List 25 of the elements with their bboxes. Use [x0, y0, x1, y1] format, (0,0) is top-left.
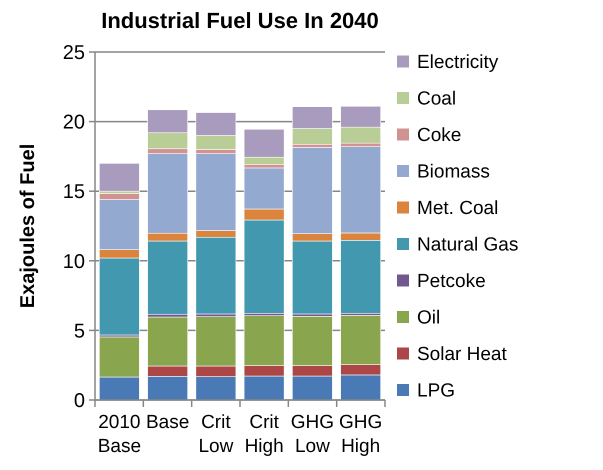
legend-label: Electricity — [417, 52, 499, 74]
legend-label: Natural Gas — [417, 234, 518, 256]
legend-label: Coal — [417, 88, 456, 110]
y-tick-label: 15 — [62, 181, 85, 204]
y-tick-label: 5 — [74, 320, 85, 342]
x-tick-label: Base — [146, 412, 190, 433]
y-tick-label: 0 — [74, 390, 85, 412]
x-tick-label: Crit High — [244, 412, 284, 457]
legend-label: Petcoke — [417, 271, 486, 292]
y-tick-label: 10 — [62, 250, 85, 273]
legend-label: Biomass — [417, 162, 490, 183]
bar — [99, 163, 140, 192]
x-tick-label: 2010 Base — [98, 412, 142, 457]
y-tick-label: 25 — [62, 42, 85, 64]
x-tick-label: GHG Low — [290, 412, 334, 457]
legend-label: Oil — [417, 308, 440, 329]
y-axis-title: Exajoules of Fuel — [17, 144, 39, 308]
chart-title: Industrial Fuel Use In 2040 — [101, 8, 379, 33]
legend-label: Met. Coal — [417, 198, 498, 220]
legend-label: LPG — [417, 380, 456, 402]
x-tick-label: GHG High — [338, 412, 382, 457]
x-tick-label: Crit Low — [198, 412, 234, 457]
y-tick-label: 20 — [62, 112, 85, 134]
legend-label: Coke — [417, 125, 462, 146]
legend-label: Solar Heat — [417, 344, 508, 366]
